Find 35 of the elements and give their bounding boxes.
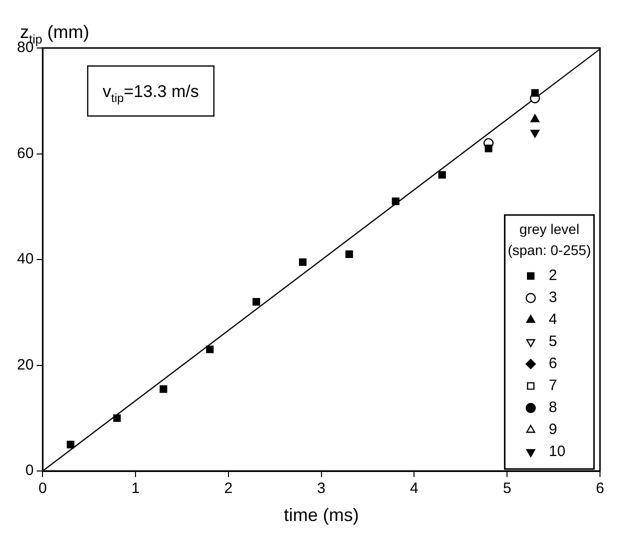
legend-label: 9 — [548, 421, 558, 438]
x-tick-label: 3 — [317, 480, 326, 498]
x-tick-label: 4 — [410, 480, 418, 498]
legend-label: 2 — [548, 267, 558, 284]
point — [66, 440, 74, 448]
legend-label: 6 — [548, 355, 558, 372]
legend-label: 7 — [548, 377, 558, 394]
point — [530, 114, 540, 122]
point — [113, 414, 121, 422]
point — [206, 346, 214, 354]
point — [252, 298, 260, 306]
y-tick-label: 0 — [25, 462, 34, 480]
point — [160, 385, 168, 393]
legend-label: 3 — [548, 289, 558, 306]
legend-label: 5 — [548, 333, 558, 350]
x-tick-label: 6 — [596, 480, 604, 498]
point — [531, 89, 539, 97]
legend-label: 4 — [548, 311, 558, 328]
point — [392, 198, 400, 206]
legend-label: 10 — [548, 443, 566, 460]
point — [438, 171, 446, 179]
point — [345, 250, 353, 258]
x-tick-label: 5 — [502, 480, 512, 498]
y-tick-label: 20 — [16, 356, 34, 374]
point — [530, 130, 540, 138]
legend-label: 8 — [548, 399, 558, 416]
x-axis-title: time (ms) — [284, 504, 359, 525]
point — [298, 258, 307, 266]
x-tick-label: 0 — [38, 480, 47, 498]
legend-title: grey level (span: 0-255) — [508, 220, 592, 258]
x-tick-label: 2 — [224, 480, 233, 498]
y-tick-label: 60 — [16, 144, 34, 162]
point — [484, 144, 492, 152]
y-tick-label: 40 — [16, 250, 34, 268]
x-tick-label: 1 — [131, 480, 140, 498]
